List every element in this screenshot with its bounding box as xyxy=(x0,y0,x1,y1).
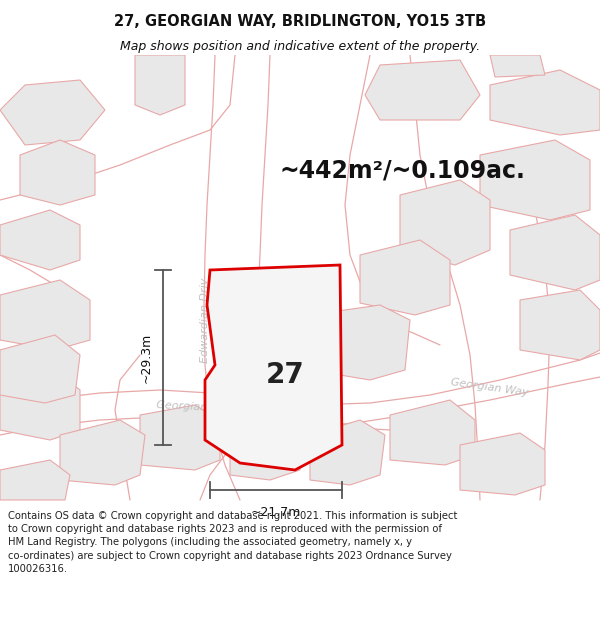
Text: ~29.3m: ~29.3m xyxy=(140,332,153,382)
Polygon shape xyxy=(460,433,545,495)
Polygon shape xyxy=(365,60,480,120)
Polygon shape xyxy=(490,70,600,135)
Polygon shape xyxy=(135,55,185,115)
Text: Contains OS data © Crown copyright and database right 2021. This information is : Contains OS data © Crown copyright and d… xyxy=(8,511,457,574)
Polygon shape xyxy=(510,215,600,290)
Polygon shape xyxy=(360,240,450,315)
Polygon shape xyxy=(0,460,70,500)
Polygon shape xyxy=(0,280,90,350)
Text: Map shows position and indicative extent of the property.: Map shows position and indicative extent… xyxy=(120,39,480,52)
Polygon shape xyxy=(400,180,490,265)
Polygon shape xyxy=(60,420,145,485)
Text: Georgian Way: Georgian Way xyxy=(155,400,235,414)
Polygon shape xyxy=(0,335,80,403)
Polygon shape xyxy=(0,210,80,270)
Text: Edwardian Driv: Edwardian Driv xyxy=(200,278,210,362)
Polygon shape xyxy=(20,140,95,205)
Polygon shape xyxy=(0,80,105,145)
Polygon shape xyxy=(480,140,590,220)
Text: ~442m²/~0.109ac.: ~442m²/~0.109ac. xyxy=(280,158,526,182)
Polygon shape xyxy=(0,370,80,440)
Polygon shape xyxy=(390,400,475,465)
Text: 27: 27 xyxy=(266,361,304,389)
Text: ~21.7m: ~21.7m xyxy=(251,506,301,519)
Polygon shape xyxy=(205,265,342,470)
Polygon shape xyxy=(520,290,600,360)
Text: 27, GEORGIAN WAY, BRIDLINGTON, YO15 3TB: 27, GEORGIAN WAY, BRIDLINGTON, YO15 3TB xyxy=(114,14,486,29)
Polygon shape xyxy=(230,415,300,480)
Polygon shape xyxy=(140,405,220,470)
Polygon shape xyxy=(310,305,410,380)
Polygon shape xyxy=(490,55,545,77)
Polygon shape xyxy=(310,420,385,485)
Text: Georgian Way: Georgian Way xyxy=(451,378,530,398)
